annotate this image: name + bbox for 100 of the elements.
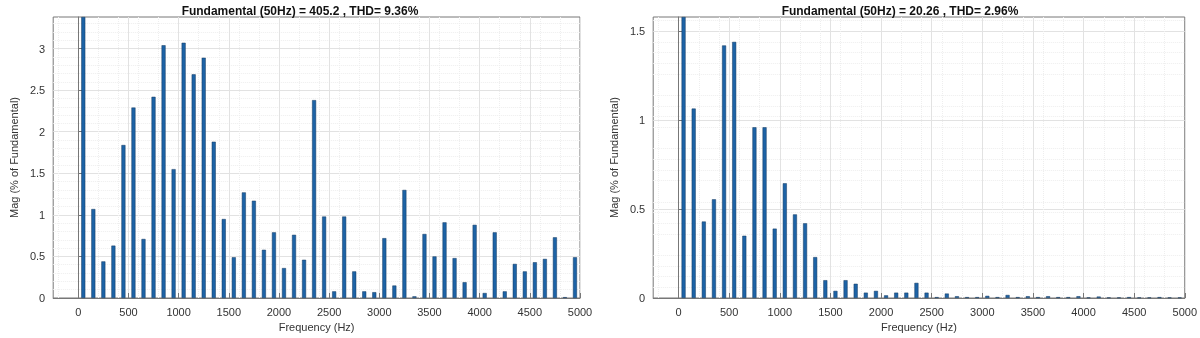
- x-tick-label: 4500: [517, 305, 543, 318]
- bar: [261, 249, 266, 298]
- bar: [512, 263, 517, 298]
- bar: [813, 257, 818, 298]
- x-tick-label: 2500: [316, 305, 342, 318]
- x-tick-label: 500: [119, 305, 138, 318]
- bar: [402, 189, 407, 298]
- x-axis-title: Frequency (Hz): [881, 321, 957, 334]
- bar: [833, 290, 838, 298]
- bar: [691, 108, 696, 298]
- bar: [221, 219, 226, 298]
- bar: [904, 292, 909, 298]
- x-tick-label: 5000: [1172, 305, 1198, 318]
- bar: [231, 257, 236, 298]
- x-tick-label: 4000: [467, 305, 492, 318]
- x-tick-label: 3000: [367, 305, 392, 318]
- bar: [772, 228, 777, 298]
- bar: [853, 283, 858, 298]
- bar: [502, 291, 507, 298]
- bar: [171, 169, 176, 298]
- y-tick-label: 0: [639, 292, 646, 304]
- bar: [863, 292, 868, 298]
- bar: [372, 292, 377, 298]
- x-tick-label: 1500: [216, 305, 242, 318]
- bar: [452, 258, 457, 298]
- bar: [191, 74, 196, 298]
- bar: [302, 259, 307, 298]
- bar: [803, 223, 808, 298]
- bar: [762, 127, 767, 298]
- bar: [281, 268, 286, 298]
- y-tick-label: 0.5: [629, 203, 646, 216]
- bar: [742, 235, 747, 298]
- bar: [322, 216, 327, 298]
- y-tick-label: 1: [639, 114, 646, 127]
- bar: [843, 280, 848, 298]
- bar: [944, 293, 949, 298]
- bar: [572, 257, 577, 298]
- bar: [873, 290, 878, 298]
- x-tick-label: 2500: [919, 305, 944, 318]
- bar: [442, 222, 447, 298]
- x-tick-label: 1000: [166, 305, 191, 318]
- bar: [782, 183, 787, 298]
- bar: [542, 258, 547, 298]
- bar: [352, 271, 357, 298]
- bar: [492, 232, 497, 298]
- bar: [101, 261, 106, 298]
- y-axis-title: Mag (% of Fundamental): [607, 96, 620, 219]
- bar: [823, 280, 828, 298]
- x-tick-label: 2000: [266, 305, 292, 318]
- x-tick-label: 1500: [818, 305, 843, 318]
- bar: [462, 282, 467, 298]
- x-tick-label: 5000: [567, 305, 593, 318]
- bar: [382, 238, 387, 298]
- bar: [121, 145, 126, 298]
- x-tick-label: 0: [75, 305, 82, 318]
- bar: [924, 292, 929, 298]
- bar: [722, 45, 727, 298]
- bar: [732, 41, 737, 298]
- bar: [522, 271, 527, 298]
- x-tick-label: 2000: [868, 305, 894, 318]
- y-tick-label: 2.5: [29, 84, 46, 97]
- y-tick-label: 1.5: [629, 25, 646, 38]
- bar: [422, 233, 427, 298]
- y-axis-title: Mag (% of Fundamental): [7, 96, 20, 219]
- x-tick-label: 500: [719, 305, 739, 318]
- chart-title: Fundamental (50Hz) = 405.2 , THD= 9.36%: [181, 4, 419, 18]
- bar: [701, 221, 706, 298]
- bar: [201, 57, 206, 298]
- bar: [332, 291, 337, 298]
- bar: [532, 262, 537, 298]
- bar: [432, 256, 437, 298]
- x-tick-label: 4000: [1071, 305, 1096, 318]
- bar: [181, 42, 186, 298]
- bar: [91, 209, 96, 298]
- x-tick-label: 3000: [970, 305, 995, 318]
- y-tick-label: 1.5: [29, 167, 46, 180]
- y-tick-label: 1: [39, 208, 46, 221]
- bar: [482, 293, 487, 298]
- bar: [392, 285, 397, 298]
- bar: [472, 224, 477, 298]
- x-tick-label: 4500: [1121, 305, 1147, 318]
- bar: [1005, 294, 1010, 298]
- bar: [362, 291, 367, 298]
- bar: [241, 192, 246, 298]
- bar: [292, 234, 297, 298]
- bar: [312, 100, 317, 298]
- bar: [894, 292, 899, 298]
- bar: [141, 238, 146, 298]
- bar: [914, 282, 919, 298]
- bar: [131, 107, 136, 298]
- y-tick-label: 3: [39, 42, 46, 55]
- bar: [752, 127, 757, 298]
- bar: [792, 214, 797, 298]
- y-tick-label: 2: [39, 125, 46, 138]
- bar: [81, 17, 86, 298]
- bar: [161, 45, 166, 298]
- bar: [552, 237, 557, 298]
- bar: [342, 216, 347, 298]
- x-tick-label: 1000: [767, 305, 792, 318]
- bar: [271, 232, 276, 298]
